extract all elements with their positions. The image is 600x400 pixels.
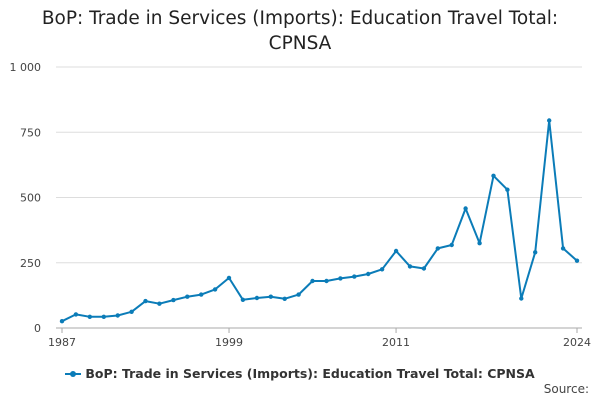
data-point — [157, 301, 162, 306]
data-point — [477, 241, 482, 246]
legend-label: BoP: Trade in Services (Imports): Educat… — [85, 366, 535, 381]
y-tick-label: 250 — [20, 257, 41, 270]
data-point — [212, 287, 218, 292]
data-point — [533, 250, 538, 255]
data-point — [560, 246, 566, 251]
legend-swatch-icon — [65, 369, 82, 379]
series-layer — [59, 118, 580, 324]
data-point — [393, 248, 399, 254]
x-tick-label: 2011 — [382, 336, 410, 349]
y-tick-label: 750 — [20, 126, 41, 139]
data-point — [421, 266, 427, 271]
data-point — [366, 271, 371, 277]
x-tick-label: 2024 — [563, 336, 591, 349]
data-point — [73, 312, 79, 317]
data-point — [143, 298, 148, 304]
data-point — [505, 187, 510, 192]
x-tick-label: 1987 — [48, 336, 76, 349]
data-point — [129, 309, 134, 314]
source-label: Source: — [543, 382, 589, 396]
data-point — [185, 294, 190, 299]
x-tick-label: 1999 — [215, 336, 243, 349]
y-tick-label: 0 — [34, 322, 41, 335]
data-point — [310, 278, 315, 284]
y-tick-label: 1 000 — [10, 61, 42, 74]
gridlines — [56, 66, 582, 264]
data-point — [491, 173, 496, 178]
data-point — [282, 296, 287, 301]
data-point — [87, 314, 93, 319]
data-point — [338, 276, 343, 281]
chart-title: BoP: Trade in Services (Imports): Educat… — [0, 6, 600, 56]
data-point — [254, 295, 260, 301]
data-point — [171, 297, 176, 303]
chart-title-line-1: BoP: Trade in Services (Imports): Educat… — [41, 8, 559, 29]
data-point — [519, 296, 524, 301]
data-point — [352, 274, 357, 279]
series-line — [61, 119, 578, 323]
chart-title-line-2: CPNSA — [268, 33, 332, 54]
y-tick-label: 500 — [20, 192, 41, 205]
data-point — [59, 319, 65, 324]
data-point — [115, 313, 120, 318]
data-point — [547, 118, 552, 123]
data-point — [574, 258, 580, 263]
data-point — [240, 297, 246, 302]
data-point — [226, 275, 232, 281]
y-axis: 0 250 500 750 1 000 — [10, 61, 42, 335]
data-point — [435, 246, 440, 251]
data-point — [379, 267, 385, 272]
data-point — [199, 292, 204, 297]
data-point — [407, 264, 413, 269]
data-point — [101, 314, 107, 319]
legend[interactable]: BoP: Trade in Services (Imports): Educat… — [0, 366, 600, 381]
data-point — [268, 294, 273, 299]
data-point — [463, 206, 468, 211]
data-point — [296, 292, 301, 297]
data-point — [449, 242, 454, 248]
x-axis: 1987 1999 2011 2024 — [48, 327, 591, 349]
data-point — [324, 278, 329, 284]
